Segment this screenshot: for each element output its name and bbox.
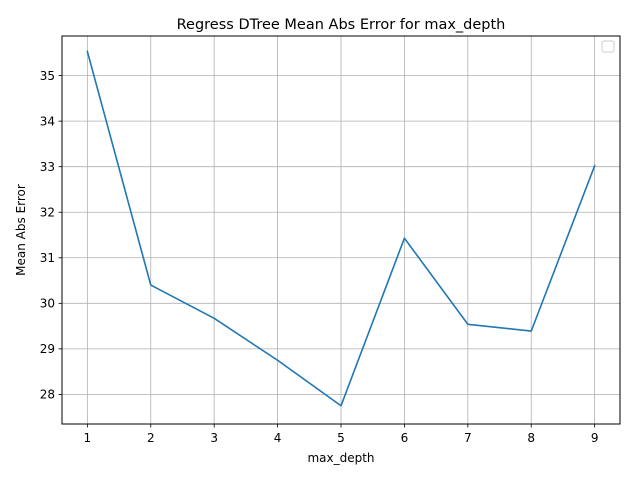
data-point (593, 165, 595, 167)
chart-title: Regress DTree Mean Abs Error for max_dep… (177, 17, 506, 33)
y-tick-label: 28 (40, 388, 55, 402)
data-point (403, 237, 405, 239)
grid-lines (62, 36, 620, 424)
x-tick-label: 6 (401, 431, 409, 445)
x-tick-label: 2 (147, 431, 155, 445)
x-axis-ticks: 1 2 3 4 5 6 7 8 9 (84, 424, 599, 445)
series-layer (86, 50, 596, 407)
data-point (150, 284, 152, 286)
y-tick-label: 33 (40, 160, 55, 174)
data-point (213, 317, 215, 319)
x-tick-label: 5 (337, 431, 345, 445)
series-line-0 (86, 50, 596, 407)
data-point (530, 330, 532, 332)
x-tick-label: 1 (84, 431, 92, 445)
data-point (276, 359, 278, 361)
legend-box (601, 40, 615, 53)
data-point (340, 405, 342, 407)
y-tick-label: 29 (40, 342, 55, 356)
x-axis-label: max_depth (307, 451, 374, 465)
y-tick-label: 31 (40, 251, 55, 265)
x-tick-label: 7 (464, 431, 472, 445)
x-tick-label: 4 (274, 431, 282, 445)
y-tick-label: 30 (40, 297, 55, 311)
x-tick-label: 8 (527, 431, 535, 445)
x-tick-label: 3 (210, 431, 218, 445)
data-point (86, 50, 88, 52)
y-axis-ticks: 28 29 30 31 32 33 34 35 (40, 69, 62, 402)
y-tick-label: 35 (40, 69, 55, 83)
x-tick-label: 9 (591, 431, 599, 445)
data-point (467, 323, 469, 325)
y-tick-label: 32 (40, 205, 55, 219)
y-axis-label: Mean Abs Error (14, 184, 28, 276)
y-tick-label: 34 (40, 114, 55, 128)
